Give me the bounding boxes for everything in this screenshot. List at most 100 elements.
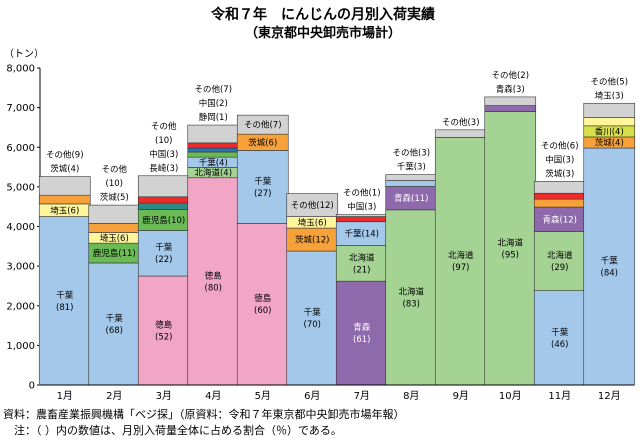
y-tick-label: 3,000 <box>6 262 35 273</box>
bar-segment <box>38 176 91 196</box>
data-label-above: 中国(3) <box>149 149 178 160</box>
bar-segment <box>137 196 190 204</box>
data-label-above: 埼玉(3) <box>595 90 624 101</box>
bar-segment <box>137 202 190 210</box>
bar-month-6: 千葉 (70) 茨城(12) 埼玉(6) その他(12) <box>286 193 339 386</box>
data-label: その他(7) <box>244 120 282 131</box>
data-label: 徳島 <box>254 293 272 304</box>
data-label: (60) <box>254 306 271 316</box>
bar-segment <box>187 142 240 149</box>
data-label: (80) <box>205 283 222 293</box>
bar-segment <box>385 174 438 181</box>
bar-segment <box>385 180 438 187</box>
x-tick-label: 8月 <box>403 390 419 402</box>
data-label: (61) <box>353 335 370 345</box>
data-label: 埼玉(6) <box>298 217 327 228</box>
data-label: 千葉 <box>155 242 173 253</box>
bar-month-3: 徳島 (52) 千葉 (22) 鹿児島(10) その他 (10) 中国(3) 長崎(3) <box>137 121 190 386</box>
bar-segment <box>335 280 388 386</box>
data-label-above: 茨城(4) <box>50 164 79 175</box>
y-tick-label: 8,000 <box>6 64 35 75</box>
x-tick-label: 12月 <box>598 390 621 402</box>
data-label: 千葉 <box>601 256 619 267</box>
data-label: (70) <box>304 320 321 330</box>
bar-segment <box>335 214 388 217</box>
x-tick-label: 2月 <box>106 390 122 402</box>
bar-month-7: 青森 (61) 北海道 (21) 千葉(14) その他(1) 中国(3) <box>335 188 388 386</box>
bar-segment <box>236 223 289 386</box>
data-label-above: 青森(3) <box>496 84 525 95</box>
y-tick-label: 6,000 <box>6 143 35 154</box>
data-label-above: 中国(2) <box>199 98 228 109</box>
data-label-above: (10) <box>106 179 123 189</box>
data-label-above: その他 <box>151 121 177 132</box>
y-axis-unit: （トン） <box>4 48 44 60</box>
footnote-note: 注：（ ）内の数値は、月別入荷量全体に占める割合（％）である。 <box>3 423 342 437</box>
bar-segment <box>137 275 190 386</box>
data-label-above: 中国(3) <box>347 202 376 213</box>
data-label-above: 千葉(3) <box>397 162 426 173</box>
bar-segment <box>236 150 289 224</box>
data-label: 香川(4) <box>595 126 624 137</box>
data-label: 千葉 <box>254 176 272 187</box>
bar-segment <box>187 177 240 386</box>
bar-month-1: 千葉 (81) 埼玉(6) その他(9) 茨城(4) <box>38 150 91 386</box>
bar-segment <box>88 262 141 386</box>
data-label-above: その他(6) <box>541 140 579 151</box>
x-tick-label: 11月 <box>548 390 571 402</box>
data-label-above: その他(3) <box>442 117 480 128</box>
y-tick-label: 2,000 <box>6 301 35 312</box>
x-tick-label: 10月 <box>499 390 522 402</box>
x-tick-label: 1月 <box>57 390 73 402</box>
data-label-above: (10) <box>155 136 172 146</box>
bar-segment <box>434 129 487 138</box>
bar-month-12: 千葉 (84) 茨城(4)香川(4) その他(5) 埼玉(3) <box>583 76 636 386</box>
bar-month-10: 北海道 (95) その他(2) 青森(3) <box>484 70 537 386</box>
data-label-above: 静岡(1) <box>199 112 228 123</box>
bar-segment <box>88 204 141 224</box>
data-label: 茨城(6) <box>248 137 277 148</box>
data-label-above: その他 <box>101 164 127 175</box>
data-label-above: その他(5) <box>590 76 628 87</box>
data-label: 茨城(4) <box>595 137 624 148</box>
data-label-above: 長崎(3) <box>149 163 178 174</box>
x-axis: 1月 2月 3月 4月 5月 6月 7月 8月 9月 10月 11月 12月 <box>40 384 634 402</box>
y-tick-label: 4,000 <box>6 222 35 233</box>
x-tick-label: 4月 <box>205 390 221 402</box>
bar-segment <box>236 114 289 135</box>
data-label-above: 茨城(3) <box>545 168 574 179</box>
data-label: (68) <box>106 326 123 336</box>
bar-segment <box>484 105 537 112</box>
bar-segment <box>286 193 339 217</box>
data-label: 埼玉(6) <box>50 205 79 216</box>
bar-month-2: 千葉 (68) 鹿児島(11) 埼玉(6) その他 (10) 茨城(5) <box>88 164 141 386</box>
bar-segment <box>533 231 586 291</box>
data-label: 青森(12) <box>543 214 577 225</box>
x-tick-label: 7月 <box>354 390 370 402</box>
bar-segment <box>335 216 388 223</box>
x-tick-label: 6月 <box>304 390 320 402</box>
bar-segment <box>335 245 388 282</box>
data-label: 千葉 <box>304 307 322 318</box>
data-label: 埼玉(6) <box>100 233 129 244</box>
bar-month-4: 徳島 (80) 北海道(4)千葉(4) その他(7) 中国(2) 静岡(1) <box>187 84 240 386</box>
bar-segment <box>533 181 586 194</box>
bar-segment <box>533 192 586 200</box>
bars: 千葉 (81) 埼玉(6) その他(9) 茨城(4) 千葉 (68) 鹿児島(11) 埼玉(6)… <box>38 70 636 386</box>
chart-subtitle: （東京都中央卸売市場計） <box>245 25 401 41</box>
data-label: 青森 <box>353 322 371 333</box>
data-label: 千葉 <box>56 290 74 301</box>
bar-segment <box>187 147 240 153</box>
data-label: 北海道 <box>497 237 523 248</box>
data-label: 北海道 <box>448 250 474 261</box>
bar-segment <box>286 250 339 386</box>
data-label-above: その他(9) <box>46 150 84 161</box>
data-label: 鹿児島(10) <box>142 215 185 226</box>
y-axis: 0 1,000 2,000 3,000 4,000 5,000 6,000 7,000 8,00… <box>6 64 41 392</box>
bar-segment <box>88 223 141 233</box>
bar-segment <box>137 230 190 277</box>
bar-segment <box>137 175 190 198</box>
x-tick-label: 5月 <box>255 390 271 402</box>
bar-segment <box>187 151 240 158</box>
